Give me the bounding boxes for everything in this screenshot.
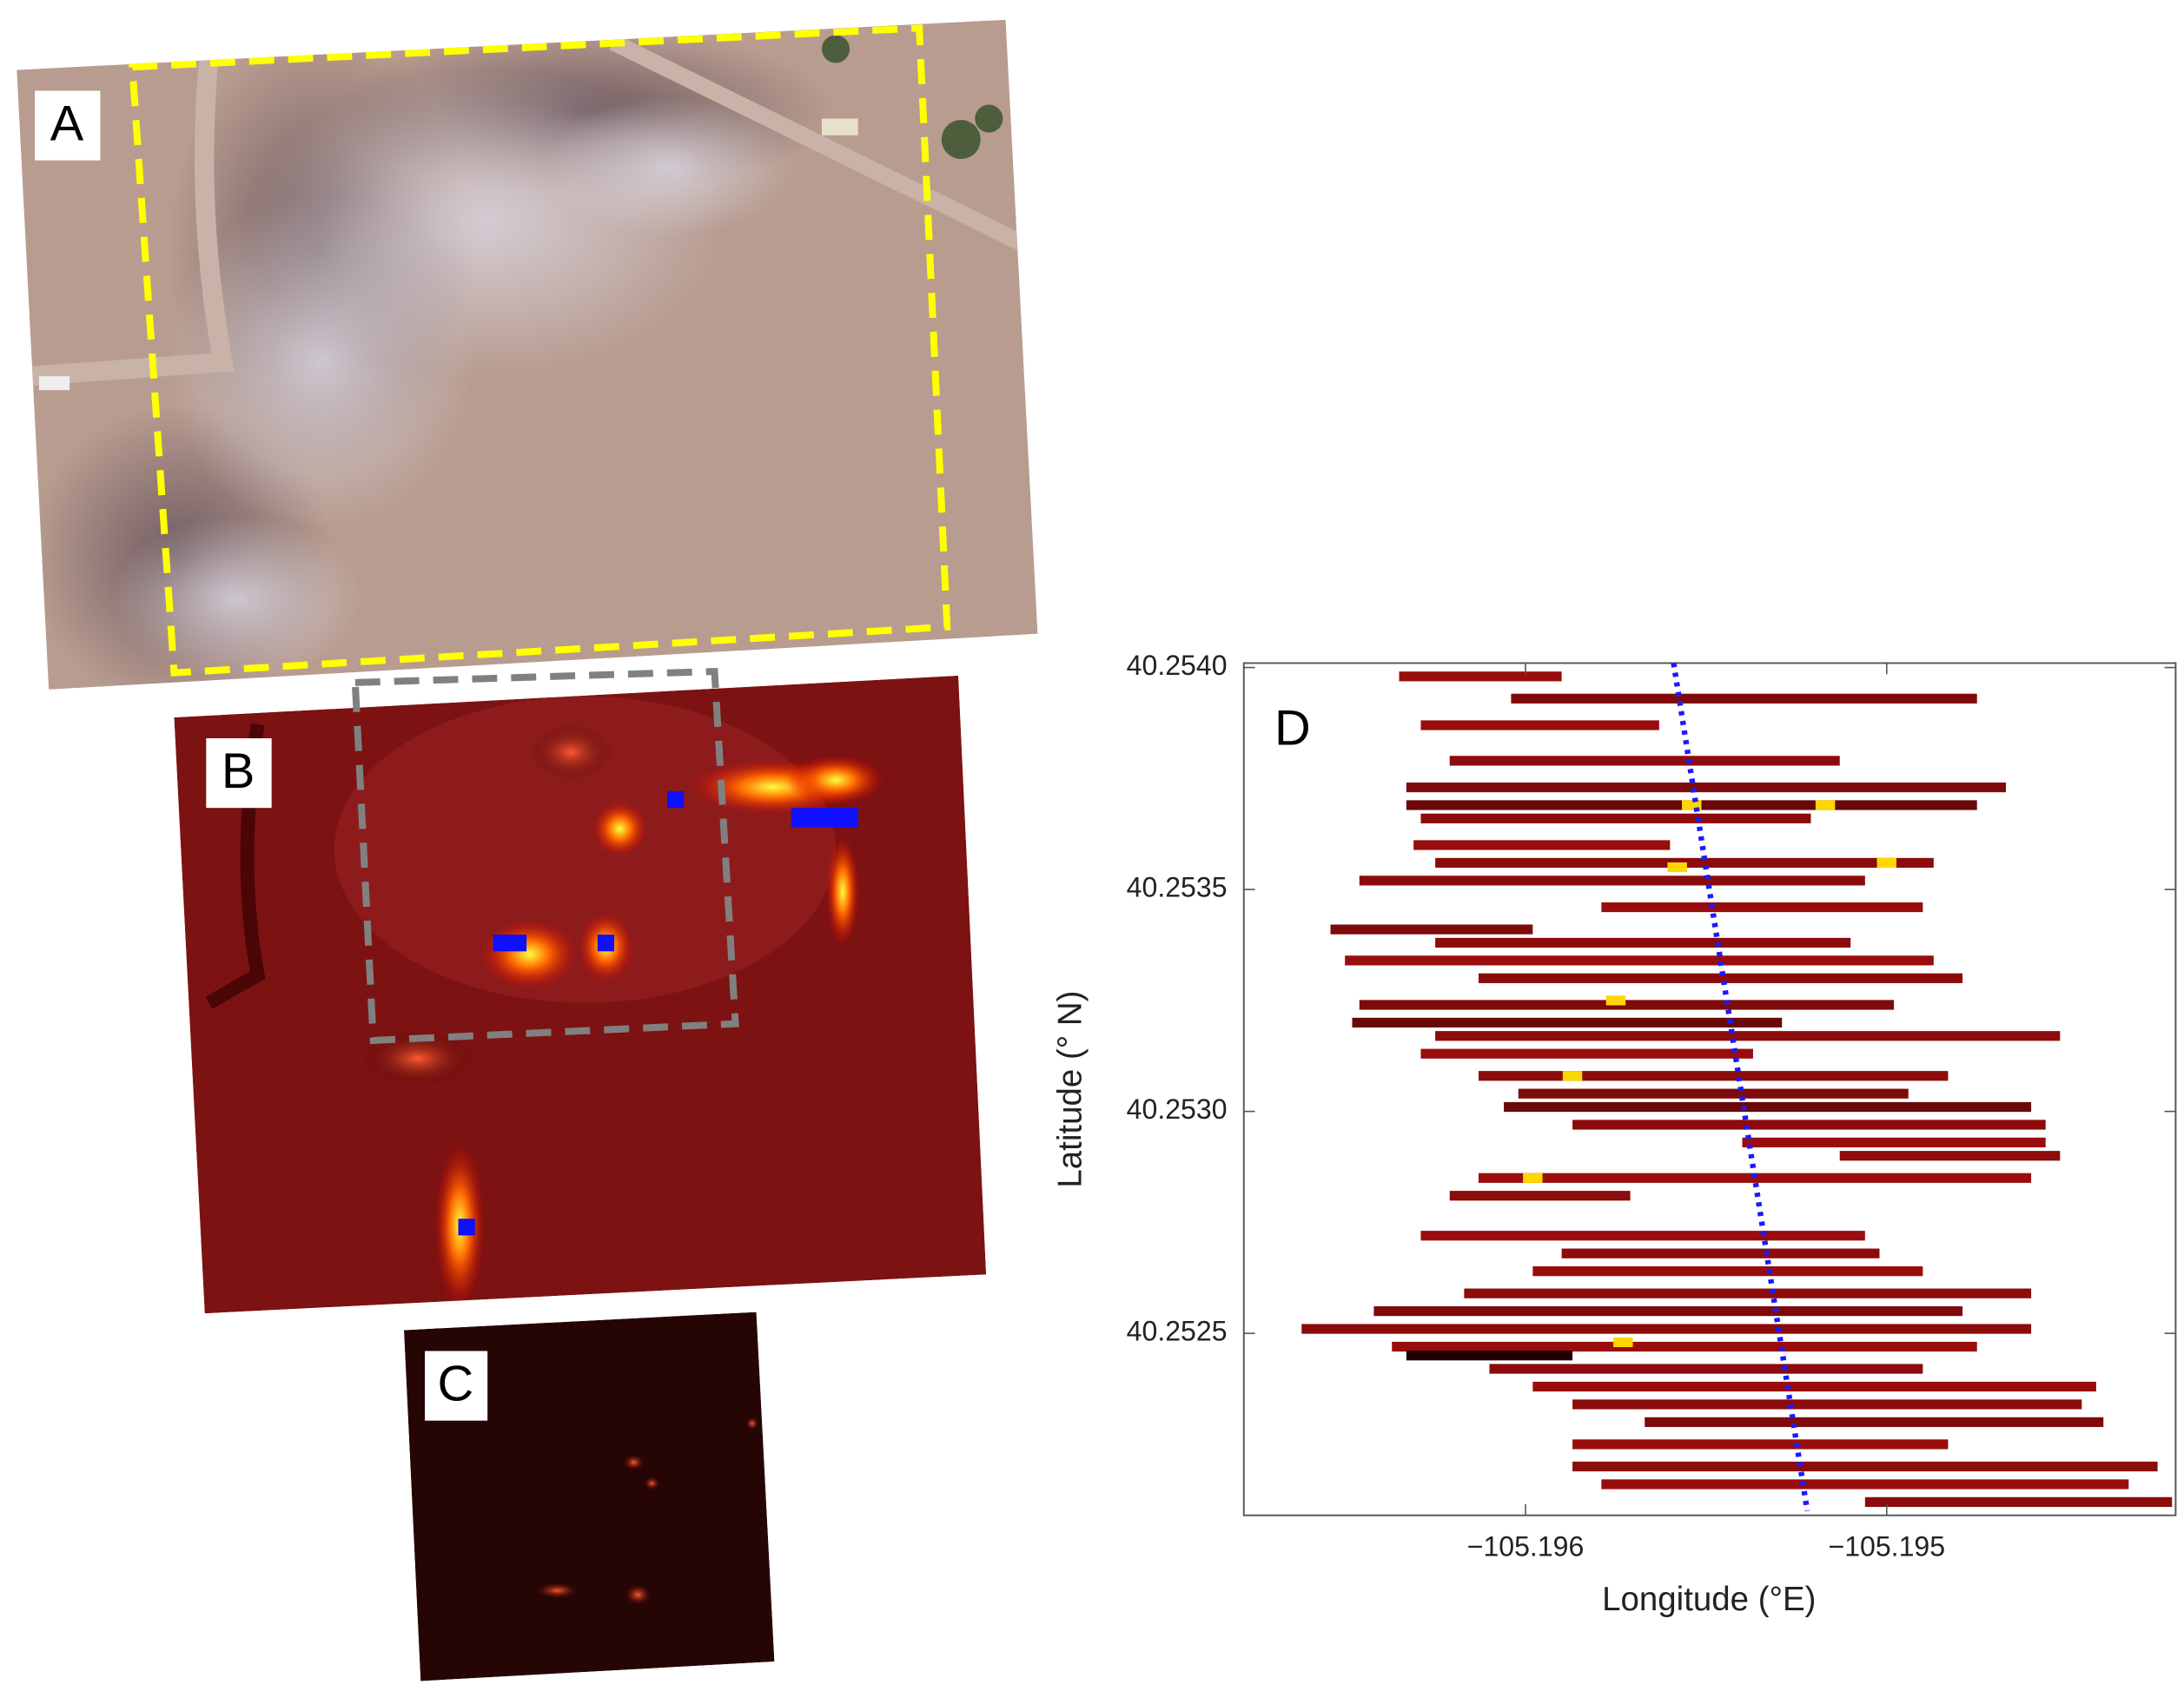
strip	[1839, 1151, 2061, 1161]
hotspot	[1667, 862, 1687, 873]
strip	[1301, 1324, 2032, 1334]
strip	[1561, 1248, 1880, 1259]
x-axis-title: Longitude (°E)	[1602, 1581, 1816, 1618]
strip	[1449, 1191, 1631, 1201]
strip	[1742, 1137, 2046, 1148]
y-tick-label: 40.2530	[1127, 1093, 1228, 1125]
hotspot	[1613, 1337, 1633, 1347]
hotspot	[1605, 995, 1626, 1006]
panel-label-box	[35, 90, 101, 161]
panel-label: B	[222, 743, 255, 799]
strip	[1420, 720, 1659, 730]
strip	[1478, 973, 1963, 983]
strip	[1601, 1479, 2129, 1490]
strip	[1345, 955, 1934, 966]
strip	[1532, 1381, 2096, 1392]
hotspot	[1523, 1173, 1543, 1183]
y-tick-label: 40.2540	[1127, 650, 1228, 681]
strip	[1435, 1031, 2061, 1041]
hotspot	[1876, 857, 1897, 869]
roi-box-b	[351, 667, 739, 1045]
plot: 40.2525 40.2530 40.2535 40.2540 −105.196 −105…	[1127, 650, 2176, 1563]
y-tick-label: 40.2535	[1127, 872, 1228, 903]
hotspot	[1815, 800, 1836, 810]
strip	[1489, 1364, 1923, 1374]
strip	[1864, 1496, 2173, 1507]
strip	[1572, 1120, 2046, 1130]
strip	[1478, 1071, 1949, 1081]
strip	[1352, 1017, 1783, 1028]
strip	[1478, 1173, 2032, 1183]
strip	[1359, 1000, 1895, 1010]
strip	[1645, 1417, 2104, 1427]
x-tick-label: −105.195	[1829, 1531, 1946, 1563]
strip	[1572, 1461, 2158, 1472]
panel-label: C	[437, 1356, 473, 1411]
strip	[1532, 1265, 1923, 1277]
strip	[1420, 1048, 1753, 1059]
strip	[1601, 902, 1923, 913]
panel-label: D	[1274, 700, 1311, 756]
panel-label: A	[50, 96, 84, 151]
hotspot	[1562, 1071, 1583, 1081]
photo-c	[403, 1311, 775, 1681]
strip	[1449, 756, 1840, 766]
hotspot	[1682, 800, 1702, 810]
roi-box-a	[129, 24, 951, 677]
y-axis-title: Latitude (° N)	[1052, 991, 1089, 1188]
x-tick-label: −105.196	[1467, 1531, 1585, 1563]
strip	[1420, 813, 1811, 823]
strip	[1406, 782, 2006, 793]
strip	[1464, 1288, 2032, 1298]
strip	[1373, 1305, 1963, 1317]
strip	[1399, 671, 1562, 682]
strip	[1511, 693, 1977, 704]
strip	[1413, 840, 1671, 850]
photo-b	[174, 675, 987, 1314]
strip	[1406, 1351, 1573, 1361]
panel-label-box	[425, 1351, 488, 1421]
strip	[1330, 924, 1533, 935]
strip	[1435, 937, 1851, 948]
strip	[1518, 1088, 1909, 1099]
strip	[1504, 1101, 2032, 1113]
strip	[1572, 1399, 2082, 1410]
strip	[1359, 875, 1865, 886]
flight-track	[1671, 662, 1810, 1512]
panel-label-box	[206, 738, 272, 809]
y-tick-label: 40.2525	[1127, 1316, 1228, 1347]
strip	[1420, 1231, 1865, 1241]
strip	[1572, 1439, 1949, 1450]
strip	[1392, 1341, 1977, 1352]
